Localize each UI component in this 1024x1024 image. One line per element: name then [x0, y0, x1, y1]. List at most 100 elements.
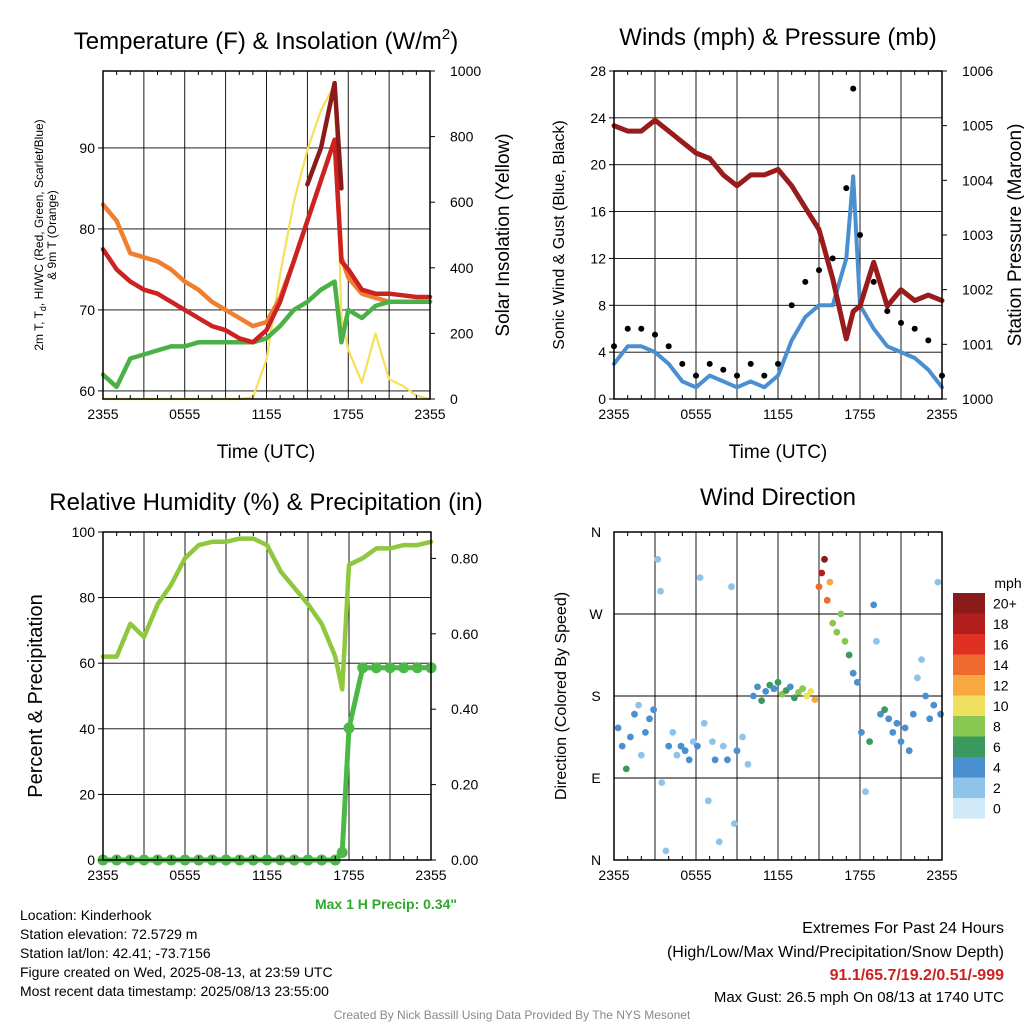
gust-point: [638, 325, 645, 332]
x-tick-label: 2355: [87, 406, 118, 422]
direction-point: [637, 751, 645, 759]
extremes-title: Extremes For Past 24 Hours: [802, 920, 1004, 937]
gust-point: [652, 331, 658, 338]
x-tick-label: 2355: [926, 406, 957, 422]
y2-tick-label: 1003: [962, 227, 993, 243]
y-tick-label: 12: [590, 250, 606, 266]
temperature-panel: Temperature (F) & Insolation (W/m2) 2355…: [32, 26, 514, 463]
humidity-panel: Relative Humidity (%) & Precipitation (i…: [25, 489, 483, 912]
y2-tick-label: 1006: [962, 63, 993, 79]
gust-point: [816, 267, 822, 274]
legend-label: 18: [993, 616, 1009, 632]
direction-point: [750, 692, 757, 700]
y-tick-label: 60: [79, 383, 95, 399]
gust-point: [829, 255, 836, 262]
direction-tick-label: E: [591, 770, 600, 786]
x-tick-label: 1155: [763, 867, 793, 883]
x-tick-label: 0555: [680, 406, 711, 422]
y-tick-label: 20: [79, 786, 95, 802]
direction-point: [715, 838, 723, 846]
x-tick-label: 2355: [414, 406, 445, 422]
direction-point: [689, 738, 697, 745]
temperature-xlabel: Time (UTC): [217, 442, 316, 463]
direction-plot-frame: [613, 531, 943, 861]
direction-point: [930, 701, 938, 709]
gust-point: [911, 325, 918, 332]
direction-point: [627, 733, 634, 741]
legend-label: 20+: [993, 595, 1017, 611]
direction-point: [744, 760, 752, 768]
legend-label: 14: [993, 657, 1009, 673]
legend-label: 8: [993, 718, 1001, 734]
direction-point: [704, 797, 712, 805]
direction-tick-label: N: [591, 524, 601, 540]
direction-point: [673, 751, 681, 759]
direction-point: [669, 729, 677, 736]
direction-point: [719, 742, 727, 750]
td-line: [100, 279, 433, 390]
legend-label: 4: [993, 759, 1001, 775]
direction-point: [709, 738, 716, 745]
y2-tick-label: 1002: [962, 282, 993, 298]
legend-swatch: [953, 613, 985, 634]
legend-swatch: [953, 736, 985, 757]
gust-point: [788, 302, 795, 309]
recent-timestamp: Most recent data timestamp: 2025/08/13 2…: [20, 983, 329, 999]
precip-point: [357, 662, 369, 674]
y-tick-label: 4: [598, 344, 606, 360]
direction-point: [853, 678, 861, 686]
figure-created: Figure created on Wed, 2025-08-13, at 23…: [20, 964, 333, 980]
x-tick-label: 0555: [169, 406, 200, 422]
2m-t-line: [100, 137, 433, 345]
direction-tick-label: W: [589, 606, 603, 622]
temperature-plot-frame: [102, 70, 431, 400]
x-tick-label: 1155: [252, 867, 282, 883]
y2-tick-label: 0.40: [451, 701, 478, 717]
direction-point: [849, 669, 857, 677]
y-tick-label: 20: [590, 157, 606, 173]
legend-swatch: [953, 777, 985, 798]
direction-panel: Wind Direction 2355 0555 1155 1755 2355NESWN…: [553, 484, 1022, 883]
y-tick-label: 0: [598, 391, 606, 407]
direction-point: [658, 779, 666, 786]
x-tick-label: 2355: [87, 867, 118, 883]
x-tick-label: 2355: [598, 406, 629, 422]
station-info: Location: Kinderhook Station elevation: …: [20, 906, 333, 1001]
temperature-ticks: 2355 0555 1155 1755 2355 60 70 80 90 0 200 400 600 80…: [79, 63, 481, 422]
direction-point: [774, 678, 782, 686]
direction-point: [821, 555, 828, 563]
direction-point: [700, 719, 708, 727]
y-tick-label: 28: [590, 63, 606, 79]
y-tick-label: 16: [590, 204, 606, 220]
x-tick-label: 1155: [251, 406, 281, 422]
humidity-title: Relative Humidity (%) & Precipitation (i…: [49, 489, 482, 516]
direction-point: [631, 710, 638, 718]
precip-point: [370, 662, 382, 674]
y-tick-label: 80: [79, 590, 95, 606]
y2-tick-label: 1000: [450, 63, 481, 79]
legend-swatch: [953, 716, 985, 737]
gust-point: [747, 360, 754, 367]
direction-gridlines: [614, 531, 942, 861]
gust-point: [843, 185, 850, 192]
direction-point: [815, 583, 823, 591]
direction-point: [833, 628, 841, 636]
y-tick-label: 80: [79, 221, 95, 237]
direction-point: [694, 742, 701, 750]
temperature-ylabel-line2: & 9m T (Orange): [45, 190, 59, 280]
direction-point: [724, 756, 731, 764]
x-tick-label: 2355: [415, 867, 446, 883]
direction-point: [754, 683, 761, 691]
direction-point: [622, 765, 630, 773]
direction-point: [823, 596, 831, 604]
winds-xlabel: Time (UTC): [729, 442, 828, 463]
y2-tick-label: 1001: [962, 336, 993, 352]
direction-point: [866, 738, 873, 745]
direction-point: [826, 578, 834, 586]
direction-point: [730, 820, 738, 827]
gust-point: [734, 372, 740, 379]
y2-tick-label: 0.80: [451, 550, 478, 566]
y2-tick-label: 800: [450, 129, 474, 145]
gust-point: [624, 325, 631, 332]
y2-tick-label: 200: [450, 325, 474, 341]
